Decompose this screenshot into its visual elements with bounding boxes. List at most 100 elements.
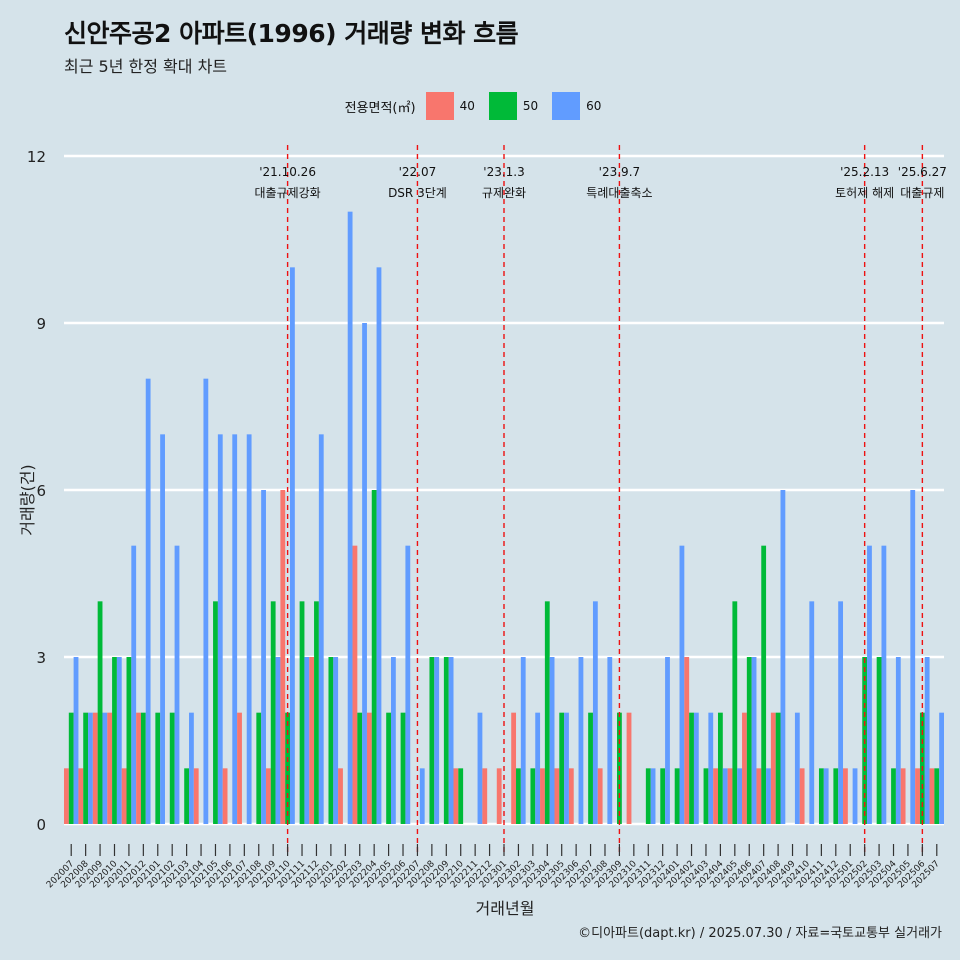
bar-202504-50 (891, 768, 896, 824)
bar-202405-40 (727, 768, 733, 824)
bar-202303-50 (530, 768, 536, 824)
y-axis: 0 3 6 9 12 (27, 148, 46, 834)
event-label-1: DSR 3단계 (388, 186, 447, 200)
bar-202305-50 (559, 712, 565, 824)
bar-202108-60 (261, 490, 266, 824)
bar-202312-50 (660, 768, 666, 824)
bar-202201-60 (333, 657, 339, 824)
bar-202506-60 (924, 657, 930, 824)
bar-202011-60 (131, 545, 137, 824)
y-tick-label-3: 3 (36, 649, 46, 667)
bar-202404-50 (717, 712, 723, 824)
bar-202203-60 (362, 323, 367, 824)
bar-202209-60 (448, 657, 454, 824)
bar-202009-50 (97, 601, 103, 824)
bar-202008-50 (83, 712, 89, 824)
bar-202212-40 (482, 768, 488, 824)
bar-202206-50 (400, 712, 406, 824)
bar-202204-60 (376, 267, 382, 824)
bar-202210-40 (453, 768, 459, 824)
bar-202204-50 (371, 490, 377, 824)
bar-202210-50 (458, 768, 464, 824)
bar-202308-60 (607, 657, 613, 824)
bar-202412-50 (833, 768, 839, 824)
bar-202203-40 (352, 545, 358, 824)
bar-202202-60 (347, 211, 353, 824)
bar-202208-60 (434, 657, 440, 824)
bar-202103-50 (184, 768, 190, 824)
x-axis: 2020072020082020092020102020112020122021… (45, 844, 942, 890)
bar-202408-60 (780, 490, 786, 824)
bar-202408-50 (775, 712, 781, 824)
bar-202010-60 (116, 657, 122, 824)
bar-202406-50 (746, 657, 752, 824)
y-tick-label-12: 12 (27, 148, 46, 166)
bar-202404-40 (713, 768, 718, 824)
bar-202207-60 (419, 768, 425, 824)
bar-202411-50 (818, 768, 824, 824)
bar-202012-50 (140, 712, 146, 824)
event-label-4: 토허제 해제 (835, 186, 894, 200)
bar-202501-40 (843, 768, 848, 824)
bar-202102-50 (169, 712, 175, 824)
bar-202104-40 (193, 768, 199, 824)
bar-202011-40 (121, 768, 127, 824)
bar-202105-50 (213, 601, 218, 824)
bar-202012-40 (136, 712, 141, 824)
bar-202302-40 (511, 712, 517, 824)
bar-202312-60 (665, 657, 670, 824)
bar-202203-50 (357, 712, 363, 824)
bar-202112-50 (314, 601, 319, 824)
bar-202202-40 (338, 768, 343, 824)
legend-key-60 (552, 92, 581, 120)
bar-202304-40 (540, 768, 545, 824)
y-axis-label: 거래량(건) (18, 464, 37, 535)
legend: 전용면적(㎡) 40 50 60 (0, 92, 960, 120)
bar-202501-60 (852, 768, 858, 824)
bar-202303-60 (535, 712, 541, 824)
bar-202008-40 (78, 768, 84, 824)
bar-202505-40 (900, 768, 906, 824)
bar-202507-50 (934, 768, 940, 824)
bar-202102-60 (174, 545, 180, 824)
bar-202008-60 (88, 712, 93, 824)
bar-202304-50 (544, 601, 550, 824)
event-date-0: '21.10.26 (259, 165, 316, 179)
event-label-5: 대출규제 (900, 186, 944, 200)
bar-202307-60 (592, 601, 598, 824)
bar-202104-60 (203, 378, 209, 824)
event-lines: '21.10.26 대출규제강화 '22.07 DSR 3단계 '23.1.3 규제완화 '… (254, 145, 947, 856)
bar-202408-40 (770, 712, 776, 824)
bar-202211-60 (477, 712, 483, 824)
bar-202010-40 (107, 712, 113, 824)
bar-202305-60 (564, 712, 569, 824)
legend-key-50 (488, 92, 517, 120)
source-caption: ©디아파트(dapt.kr) / 2025.07.30 / 자료=국토교통부 실… (578, 926, 942, 941)
bar-202101-60 (160, 434, 165, 824)
bar-202410-40 (799, 768, 805, 824)
bar-202205-50 (386, 712, 391, 824)
bar-202103-60 (189, 712, 194, 824)
bar-202310-40 (626, 712, 632, 824)
bar-202111-50 (299, 601, 305, 824)
bar-202507-60 (939, 712, 944, 824)
bar-202407-40 (756, 768, 762, 824)
bar-202311-60 (650, 768, 656, 824)
bar-202306-40 (568, 768, 574, 824)
bar-202009-60 (102, 712, 108, 824)
bar-202109-40 (265, 768, 271, 824)
bar-202109-50 (270, 601, 276, 824)
x-axis-label: 거래년월 (476, 899, 535, 918)
bar-202208-50 (429, 657, 435, 824)
bar-202206-60 (405, 545, 411, 824)
event-label-0: 대출규제강화 (254, 186, 320, 200)
bar-202106-40 (222, 768, 228, 824)
bar-202110-40 (280, 490, 286, 824)
bar-202112-40 (309, 657, 315, 824)
y-tick-label-9: 9 (36, 315, 46, 333)
bar-202012-60 (145, 378, 151, 824)
bar-202412-60 (838, 601, 844, 824)
bar-202507-40 (929, 768, 935, 824)
bar-202311-50 (645, 768, 651, 824)
